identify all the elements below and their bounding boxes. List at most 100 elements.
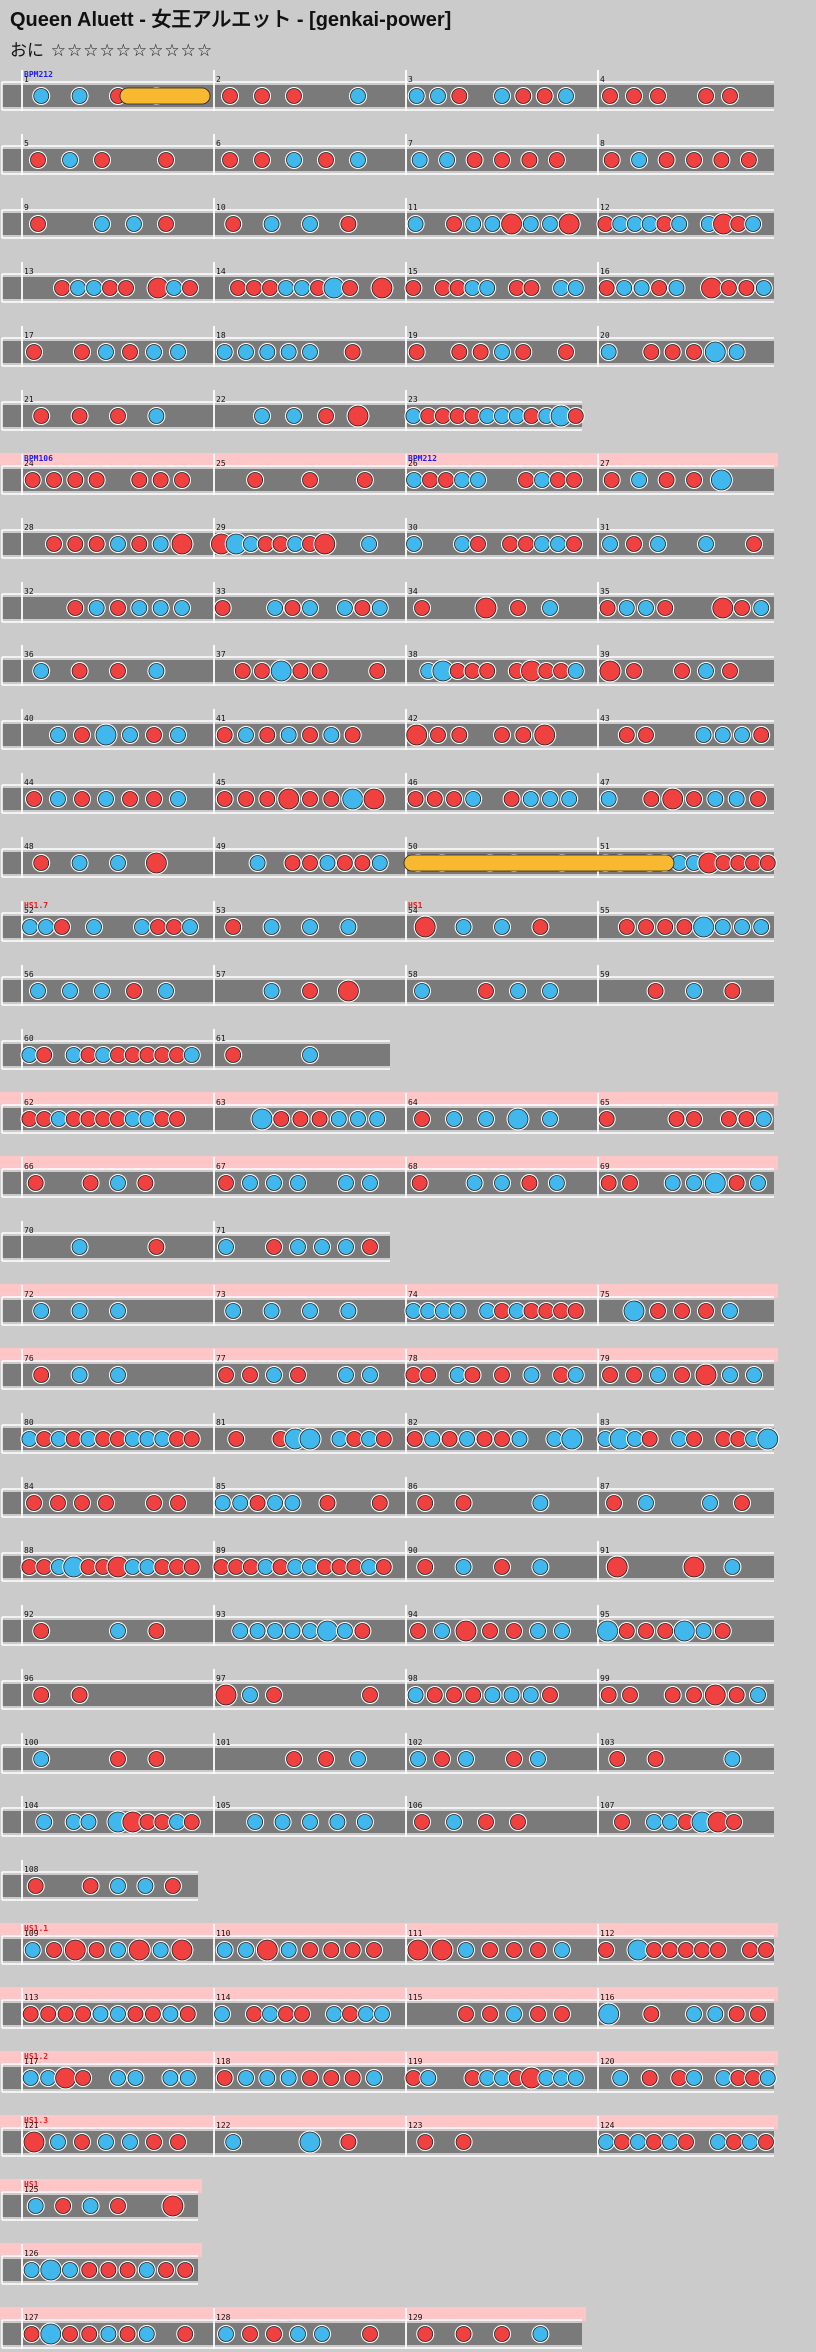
don-note <box>30 152 46 168</box>
measure-number: 113 <box>24 1993 39 2002</box>
don-note <box>598 1942 614 1958</box>
measure-number: 17 <box>24 331 34 340</box>
ka-note <box>746 1367 762 1383</box>
don-note <box>647 1751 664 1767</box>
ka-note <box>455 919 472 935</box>
ka-note <box>710 2134 726 2150</box>
don-note <box>434 280 451 296</box>
ka-note <box>38 919 54 935</box>
ka-note <box>753 919 770 935</box>
don-note <box>272 1559 289 1575</box>
ka-note <box>407 216 424 232</box>
gogo-band <box>0 2115 778 2129</box>
don-note <box>356 472 373 488</box>
ka-note <box>280 727 297 743</box>
ka-note <box>216 344 233 360</box>
ka-note <box>146 344 162 360</box>
don-note <box>510 1814 526 1830</box>
don-note <box>146 727 162 743</box>
don-note <box>758 2134 774 2150</box>
ka-note <box>338 1175 354 1191</box>
ka-note <box>361 1431 378 1447</box>
measure-number: 83 <box>600 1418 610 1427</box>
don-note <box>71 408 88 424</box>
don-note <box>464 663 481 679</box>
measure-number: 1 <box>24 75 29 84</box>
don-note <box>530 2006 546 2022</box>
don-note <box>641 1431 658 1447</box>
measure-number: 59 <box>600 970 610 979</box>
don-note <box>414 1814 430 1830</box>
measure-number: 112 <box>600 1929 615 1938</box>
ka-note <box>508 408 525 424</box>
don-note <box>614 1814 630 1830</box>
don-note <box>698 1303 714 1319</box>
measure-number: 122 <box>216 2121 231 2130</box>
ka-note <box>98 2134 114 2150</box>
don-note <box>554 2006 570 2022</box>
measure-number: 75 <box>600 1290 610 1299</box>
ka-note <box>263 919 280 935</box>
ka-note <box>232 1495 249 1511</box>
don-note <box>284 600 301 616</box>
ka-note <box>62 2262 78 2278</box>
ka-note <box>554 1623 570 1639</box>
don-note <box>256 1939 278 1961</box>
ka-note <box>331 1431 348 1447</box>
don-note <box>650 1303 666 1319</box>
ka-note <box>110 1367 126 1383</box>
ka-note <box>242 536 259 552</box>
gogo-band <box>0 2243 202 2257</box>
don-note <box>446 1687 462 1703</box>
don-note <box>95 1111 112 1127</box>
don-note <box>124 1047 141 1063</box>
don-note <box>344 344 361 360</box>
don-note <box>470 536 486 552</box>
measure-number: 15 <box>408 267 418 276</box>
measure-number: 70 <box>24 1226 34 1235</box>
don-note <box>515 727 532 743</box>
measure-number: 34 <box>408 587 418 596</box>
ka-note <box>302 600 318 616</box>
measure-number: 126 <box>24 2249 39 2258</box>
don-note <box>318 408 334 424</box>
ka-note <box>95 1047 112 1063</box>
don-note <box>216 2070 233 2086</box>
don-note <box>67 536 84 552</box>
measure-number: 6 <box>216 139 221 148</box>
don-note <box>371 277 393 299</box>
don-note <box>686 152 702 168</box>
don-note <box>354 855 371 871</box>
measure-number: 94 <box>408 1610 418 1619</box>
don-note <box>734 600 750 616</box>
don-note <box>566 536 582 552</box>
don-note <box>553 663 569 679</box>
ka-note <box>183 1047 200 1063</box>
ka-note <box>259 2070 276 2086</box>
ka-note <box>686 983 702 999</box>
don-note <box>558 213 580 235</box>
measure-number: 69 <box>600 1162 610 1171</box>
don-note <box>420 1367 437 1383</box>
don-note <box>694 1942 710 1958</box>
ka-note <box>216 1942 233 1958</box>
don-note <box>674 663 690 679</box>
measure-number: 30 <box>408 523 418 532</box>
ka-note <box>631 472 647 488</box>
don-note <box>728 1175 745 1191</box>
don-note <box>738 1111 755 1127</box>
measure-number: 107 <box>600 1801 615 1810</box>
don-note <box>482 1623 498 1639</box>
don-note <box>538 663 555 679</box>
ka-note <box>65 1814 82 1830</box>
measure-number: 76 <box>24 1354 34 1363</box>
don-note <box>21 1559 38 1575</box>
ka-note <box>62 983 78 999</box>
ka-note <box>110 1878 126 1894</box>
measure-number: 5 <box>24 139 29 148</box>
don-note <box>162 2195 184 2217</box>
don-note <box>323 2070 340 2086</box>
ka-note <box>503 1687 520 1703</box>
measure-number: 115 <box>408 1993 423 2002</box>
ka-note <box>166 280 182 296</box>
